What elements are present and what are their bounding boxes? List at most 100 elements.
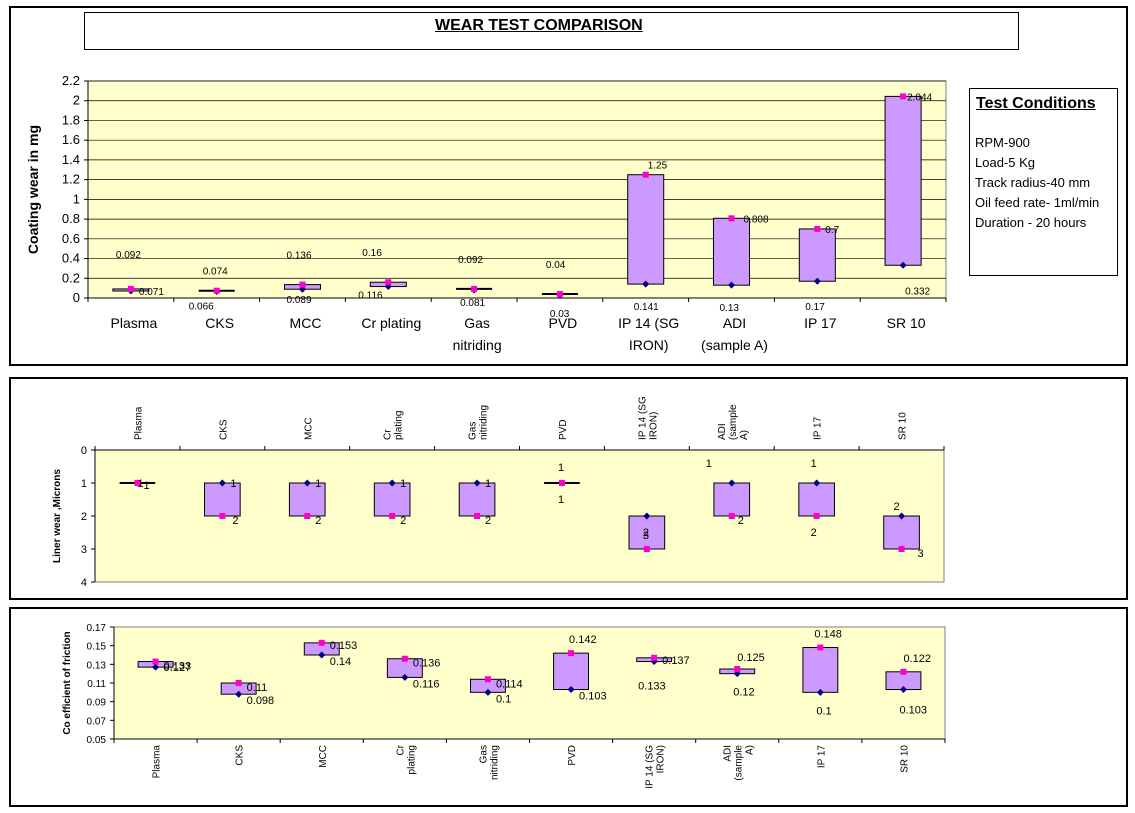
y-tick-label: 0.2: [62, 270, 80, 285]
low-marker: [898, 512, 906, 520]
category-label: IP 14 (SG IRON): [645, 745, 667, 789]
low-marker: [318, 651, 326, 659]
category-label-line: IP 14 (SG: [645, 745, 656, 789]
high-marker: [213, 287, 220, 294]
category-label: CKS: [218, 419, 229, 440]
y-tick-label: 1.4: [62, 152, 80, 167]
low-marker: [401, 673, 409, 681]
category-label: ADI (sample A): [717, 404, 750, 440]
category-label-line: nitriding: [489, 745, 500, 780]
condition-track-radius: Track radius-40 mm: [975, 175, 1091, 190]
low-value-label: 0.03: [550, 309, 570, 320]
y-tick-label: 0.4: [62, 251, 80, 266]
category-label: Cr plating: [395, 744, 417, 774]
low-value-label: 1: [811, 458, 817, 470]
category-label: Plasma: [111, 315, 158, 331]
high-marker: [817, 644, 824, 651]
category-label-line: MCC: [303, 417, 314, 440]
category-label-line: (sample: [733, 745, 744, 781]
category-label: PVD: [558, 419, 569, 440]
y-tick-label: 1.6: [62, 132, 80, 147]
category-label-line: Plasma: [133, 406, 144, 440]
low-value-label: 0.103: [899, 705, 927, 717]
category-label: ADI: [723, 315, 746, 331]
chart-1: 0 0.2 0.4 0.6 0.8 1 1.2 1.4 1.6 1.8 2 2.2 Coating we…: [25, 73, 947, 353]
low-marker: [813, 277, 821, 285]
low-value-label: 1: [400, 478, 406, 490]
low-value-label: 0.098: [247, 695, 275, 707]
high-marker: [898, 546, 905, 552]
high-marker: [484, 676, 491, 683]
category-label-line: PVD: [558, 419, 569, 440]
low-value-label: 1: [485, 478, 491, 490]
low-marker: [899, 686, 907, 694]
high-value-label: 0.142: [569, 634, 597, 646]
high-marker: [728, 513, 735, 519]
high-value-label: 0.125: [737, 652, 765, 664]
y-tick-label: 1: [81, 478, 87, 490]
low-value-label: 0.332: [905, 286, 930, 297]
high-marker: [389, 513, 396, 519]
high-value-label: 0.04: [546, 260, 566, 271]
high-value-label: 0.7: [825, 225, 839, 236]
y-tick-label: 0.8: [62, 211, 80, 226]
high-value-label: 0.122: [903, 653, 931, 665]
low-marker: [642, 280, 650, 288]
high-value-label: 0.074: [203, 267, 228, 278]
category-label: IP 14 (SG IRON): [637, 396, 659, 440]
high-marker: [558, 480, 565, 486]
low-marker: [388, 479, 396, 487]
category-label: Plasma: [133, 406, 144, 440]
category-label: Gas: [464, 315, 490, 331]
category-label-line: SR 10: [898, 412, 909, 440]
high-value-label: 2: [400, 515, 406, 527]
high-marker: [318, 639, 325, 646]
category-label: MCC: [290, 315, 322, 331]
high-value-label: 0.092: [116, 250, 141, 261]
high-low-bar: [798, 482, 835, 517]
category-label: ADI (sample A): [722, 745, 755, 781]
y-tick-label: 1.8: [62, 112, 80, 127]
high-marker: [813, 513, 820, 519]
category-label-line: IRON): [656, 745, 667, 773]
high-value-label: 1.25: [648, 161, 668, 172]
category-label: Gas nitriding: [468, 405, 490, 440]
category-label-line: A): [739, 430, 750, 440]
category-label-line: PVD: [567, 745, 578, 766]
low-marker: [235, 690, 243, 698]
category-label-line: plating: [394, 411, 405, 440]
category-label-line: IRON): [648, 412, 659, 440]
high-value-label: 2: [811, 527, 817, 539]
category-label-line: CKS: [235, 745, 246, 766]
y-tick-label: 0.17: [87, 623, 107, 634]
high-marker: [734, 666, 741, 672]
high-marker: [385, 279, 392, 286]
category-label: MCC: [303, 417, 314, 440]
low-value-label: 0.103: [579, 691, 607, 703]
high-value-label: 0.136: [413, 658, 441, 670]
high-marker: [152, 658, 159, 665]
high-value-label: 0.808: [744, 214, 769, 225]
y-tick-label: 4: [81, 577, 87, 589]
low-value-label: 0.17: [805, 302, 825, 313]
high-value-label: 2: [485, 515, 491, 527]
high-low-bar: [713, 482, 751, 517]
category-label: CKS: [235, 745, 246, 766]
high-value-label: 0.148: [814, 629, 842, 641]
category-label: IP 17: [804, 315, 837, 331]
high-marker: [219, 513, 226, 519]
low-value-label: 0.141: [634, 302, 659, 313]
category-label-line: Gas: [478, 745, 489, 763]
high-low-bar: [553, 652, 590, 691]
y-tick-label: 0.6: [62, 231, 80, 246]
low-marker: [816, 688, 824, 696]
high-marker: [900, 93, 907, 100]
chart-title: WEAR TEST COMPARISON: [435, 17, 643, 34]
high-low-bar: [884, 95, 922, 266]
high-value-label: 2: [315, 515, 321, 527]
chart-3: 0.17 0.15 0.13 0.11 0.09 0.07 0.05 Co efficient…: [62, 623, 946, 789]
category-label: SR 10: [898, 412, 909, 440]
high-marker: [401, 655, 408, 662]
low-value-label: 0.127: [164, 662, 192, 674]
